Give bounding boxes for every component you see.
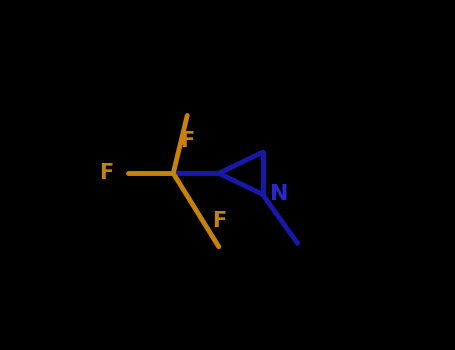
Text: F: F <box>212 211 226 231</box>
Text: F: F <box>100 163 114 183</box>
Text: N: N <box>269 184 288 204</box>
Text: F: F <box>180 131 194 151</box>
